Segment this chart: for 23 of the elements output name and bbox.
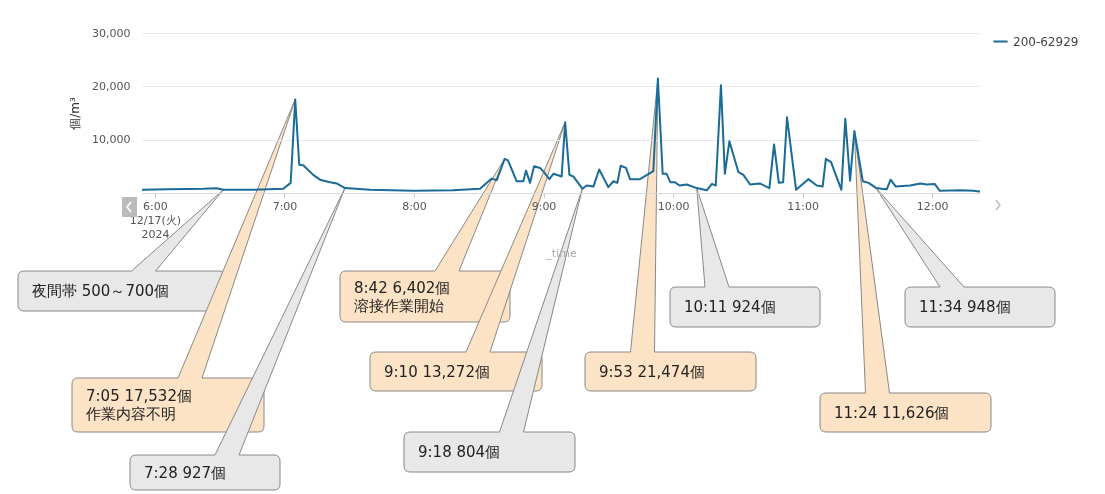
text: 9:53 21,474個 [599, 362, 705, 381]
x-tick-label: 11:00 [787, 199, 819, 213]
y-tick-label: 20,000 [92, 79, 131, 93]
text: 9:10 13,272個 [384, 362, 490, 381]
x-tick-label: 6:00 12/17(火) 2024 [129, 199, 182, 241]
y-axis-title: 個/m³ [68, 97, 83, 130]
x-tick-label: 9:00 [531, 199, 557, 213]
x-tick-label: 10:00 [657, 199, 690, 213]
text: 7:28 927個 [144, 463, 227, 482]
y-tick-label: 10,000 [92, 133, 131, 147]
x-tick-label: 8:00 [402, 199, 427, 213]
y-tick-label: 30,000 [92, 26, 131, 40]
text: 11:24 11,626個 [834, 403, 950, 422]
text: 10:11 924個 [684, 298, 776, 316]
text: 11:34 948個 [919, 298, 1011, 316]
text: 7:05 17,532個作業内容不明 [85, 387, 192, 423]
text: 9:18 804個 [418, 443, 501, 461]
text: 夜間帯 500～700個 [32, 282, 170, 300]
line-series [142, 77, 980, 193]
text: 8:42 6,402個溶接作業開始 [354, 278, 451, 315]
x-tick-label: 12:00 [916, 199, 949, 213]
legend-label: 200-62929 [1013, 34, 1079, 49]
x-tick-label: 7:00 [272, 199, 298, 213]
